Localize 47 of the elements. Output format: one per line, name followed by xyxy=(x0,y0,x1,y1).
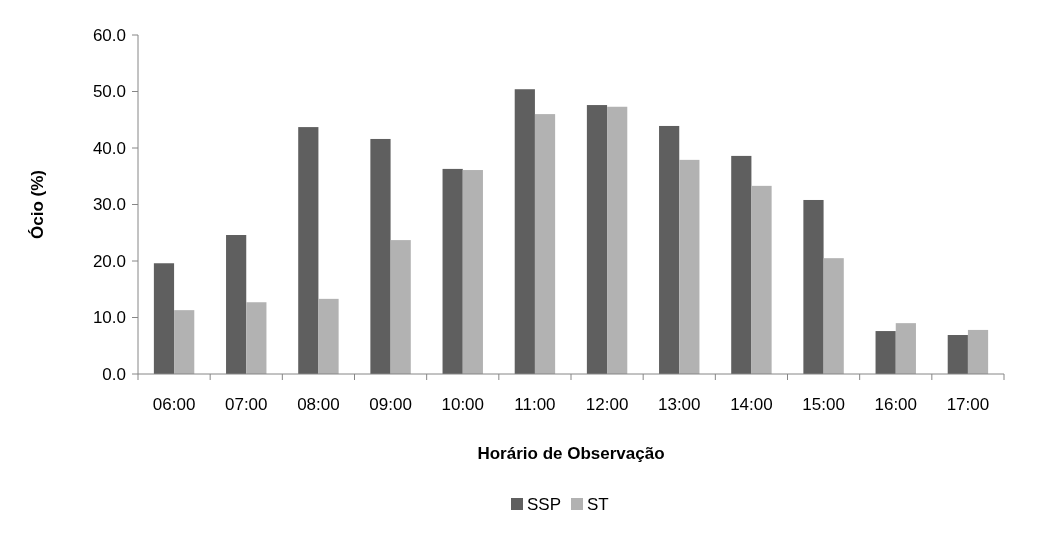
legend-label: ST xyxy=(587,494,609,514)
x-tick-label: 16:00 xyxy=(874,395,918,414)
x-tick-label: 12:00 xyxy=(585,395,629,414)
bar xyxy=(679,159,700,374)
bar xyxy=(246,302,267,374)
bar xyxy=(298,127,319,374)
x-tick-label: 07:00 xyxy=(224,395,268,414)
x-tick-label: 10:00 xyxy=(441,395,485,414)
x-tick-label: 13:00 xyxy=(657,395,701,414)
bar xyxy=(390,240,411,374)
y-tick-label: 10.0 xyxy=(92,308,126,328)
bar xyxy=(895,323,916,374)
bar xyxy=(153,263,175,374)
x-tick-label: 06:00 xyxy=(152,395,196,414)
bar xyxy=(947,335,968,374)
y-tick-label: 50.0 xyxy=(92,82,126,102)
x-tick-label: 08:00 xyxy=(297,395,340,414)
y-tick-label: 0.0 xyxy=(102,364,126,384)
bar xyxy=(514,89,535,374)
bar xyxy=(370,138,391,374)
x-tick-label: 17:00 xyxy=(946,395,990,414)
y-tick-label: 60.0 xyxy=(92,25,126,45)
x-tick-label: 09:00 xyxy=(369,395,412,414)
bar xyxy=(226,235,247,374)
bar xyxy=(659,125,680,374)
bar xyxy=(534,114,556,374)
y-tick-label: 40.0 xyxy=(92,138,126,158)
bar xyxy=(751,185,772,374)
bar xyxy=(586,105,608,374)
bar xyxy=(875,331,896,374)
bar xyxy=(174,310,195,374)
y-axis-title: Ócio (%) xyxy=(28,170,47,239)
bar xyxy=(967,329,989,374)
bar xyxy=(607,106,628,374)
legend-label: SSP xyxy=(527,494,562,514)
x-axis-title: Horário de Observação xyxy=(477,444,665,463)
y-tick-label: 30.0 xyxy=(92,195,126,215)
y-tick-label: 20.0 xyxy=(92,251,126,271)
bar xyxy=(731,155,752,374)
x-tick-label: 14:00 xyxy=(730,395,773,414)
bar xyxy=(318,298,339,374)
bar xyxy=(823,258,844,374)
x-tick-label: 11:00 xyxy=(514,395,556,414)
bar xyxy=(442,168,463,374)
bar xyxy=(803,199,824,374)
x-tick-label: 15:00 xyxy=(802,395,845,414)
bar xyxy=(462,170,483,374)
